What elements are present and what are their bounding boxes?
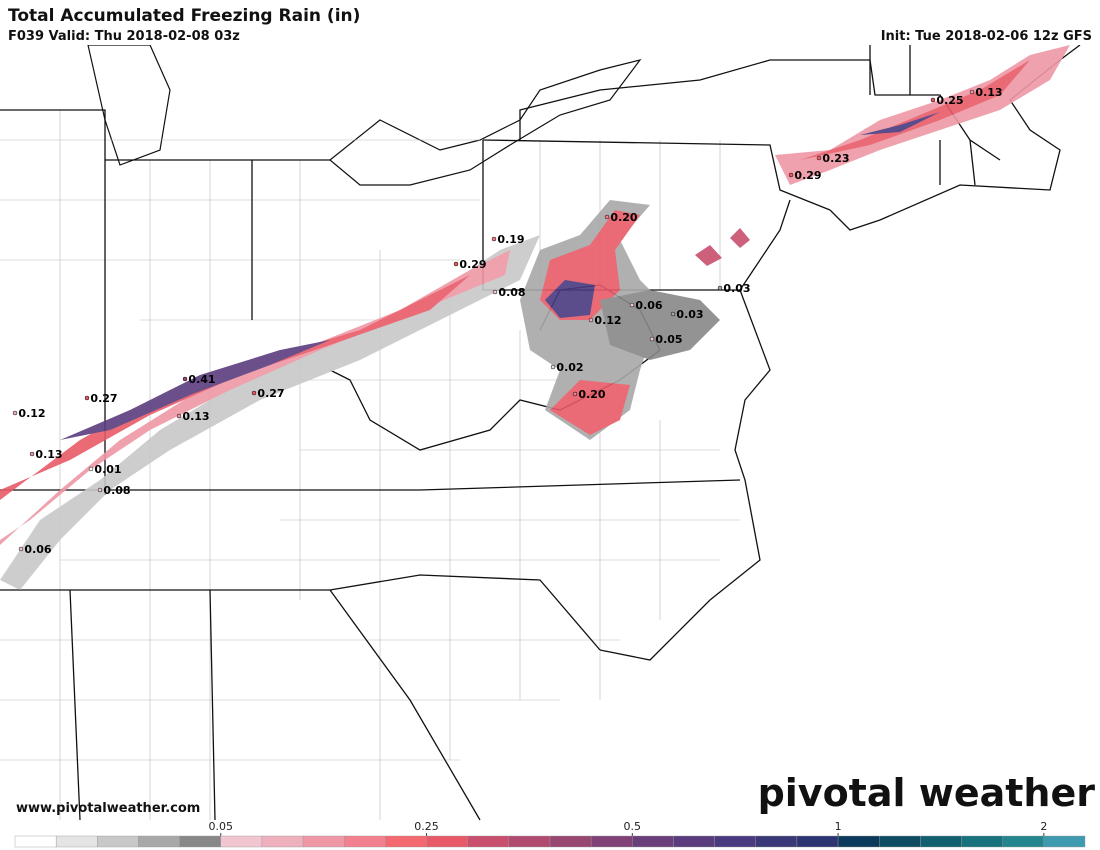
colorbar-cell (632, 835, 674, 848)
value-label: 0.13 (182, 410, 209, 423)
value-label: 0.12 (594, 314, 621, 327)
value-marker (182, 376, 188, 382)
colorbar-cell (385, 835, 427, 848)
colorbar-tick-label: 0.5 (624, 820, 642, 833)
colorbar-tick-label: 0.25 (414, 820, 439, 833)
value-marker (88, 466, 94, 472)
colorbar-cell (220, 835, 263, 848)
value-label: 0.03 (676, 308, 703, 321)
value-marker (491, 236, 497, 242)
value-marker (251, 390, 257, 396)
website: www.pivotalweather.com (16, 801, 200, 816)
colorbar-cell (590, 835, 633, 848)
colorbar-cell (755, 835, 798, 848)
colorbar-cell (179, 835, 221, 848)
colorbar-cell (961, 835, 1003, 848)
value-label: 0.12 (18, 407, 45, 420)
value-label: 0.03 (723, 282, 750, 295)
value-label: 0.06 (24, 543, 51, 556)
colorbar: 0.05 0.25 0.5 1 2 (14, 820, 1086, 848)
value-label: 0.29 (459, 258, 486, 271)
value-label: 0.20 (610, 211, 637, 224)
value-marker (84, 395, 90, 401)
value-marker (629, 302, 635, 308)
value-marker (670, 311, 676, 317)
value-marker (788, 172, 794, 178)
value-marker (649, 336, 655, 342)
title: Total Accumulated Freezing Rain (in) (8, 6, 360, 26)
value-label: 0.02 (556, 361, 583, 374)
lake-erie (329, 59, 642, 186)
value-label: 0.27 (257, 387, 284, 400)
colorbar-cell (138, 835, 180, 848)
value-label: 0.05 (655, 333, 682, 346)
colorbar-cell (55, 835, 98, 848)
colorbar-cell (920, 835, 962, 848)
precip-shading (0, 45, 1070, 590)
colorbar-cell (549, 835, 592, 848)
value-label: 0.01 (94, 463, 121, 476)
logo: pivotal weather (758, 771, 1096, 815)
init-time: Init: Tue 2018-02-06 12z GFS (881, 29, 1092, 44)
colorbar-cell (837, 835, 880, 848)
colorbar-cell (467, 835, 510, 848)
value-marker (604, 214, 610, 220)
colorbar-cell (673, 835, 715, 848)
colorbar-cell (14, 835, 57, 848)
colorbar-tick-label: 2 (1040, 820, 1047, 833)
header-background (0, 0, 1100, 45)
colorbar-cell (796, 835, 839, 848)
value-marker (572, 391, 578, 397)
value-label: 0.23 (822, 152, 849, 165)
value-marker (492, 289, 498, 295)
value-label: 0.08 (498, 286, 525, 299)
subtitle: F039 Valid: Thu 2018-02-08 03z (8, 29, 240, 44)
value-label: 0.27 (90, 392, 117, 405)
value-marker (453, 261, 459, 267)
value-marker (717, 285, 723, 291)
colorbar-cell (508, 835, 551, 848)
value-marker (18, 546, 24, 552)
colorbar-tick-label: 1 (835, 820, 842, 833)
colorbar-cell (344, 835, 386, 848)
value-labels: 0.29 0.19 0.20 0.08 0.03 0.06 0.03 0.12 0.05 0.02… (12, 86, 1003, 556)
value-label: 0.13 (975, 86, 1002, 99)
value-label: 0.25 (936, 94, 963, 107)
value-label: 0.06 (635, 299, 662, 312)
value-marker (969, 89, 975, 95)
colorbar-cell (426, 835, 468, 848)
value-label: 0.19 (497, 233, 524, 246)
value-label: 0.41 (188, 373, 215, 386)
colorbar-cell (714, 835, 756, 848)
value-label: 0.29 (794, 169, 821, 182)
value-marker (930, 97, 936, 103)
value-marker (550, 364, 556, 370)
value-marker (816, 155, 822, 161)
colorbar-cell (261, 835, 304, 848)
value-marker (588, 317, 594, 323)
value-label: 0.08 (103, 484, 130, 497)
colorbar-cell (1043, 835, 1086, 848)
colorbar-cell (1002, 835, 1045, 848)
value-marker (97, 487, 103, 493)
colorbar-cell (302, 835, 345, 848)
colorbar-cell (879, 835, 921, 848)
colorbar-cell (97, 835, 139, 848)
value-marker (29, 451, 35, 457)
value-marker (12, 410, 18, 416)
value-marker (176, 413, 182, 419)
value-label: 0.13 (35, 448, 62, 461)
colorbar-tick-label: 0.05 (209, 820, 234, 833)
value-label: 0.20 (578, 388, 605, 401)
